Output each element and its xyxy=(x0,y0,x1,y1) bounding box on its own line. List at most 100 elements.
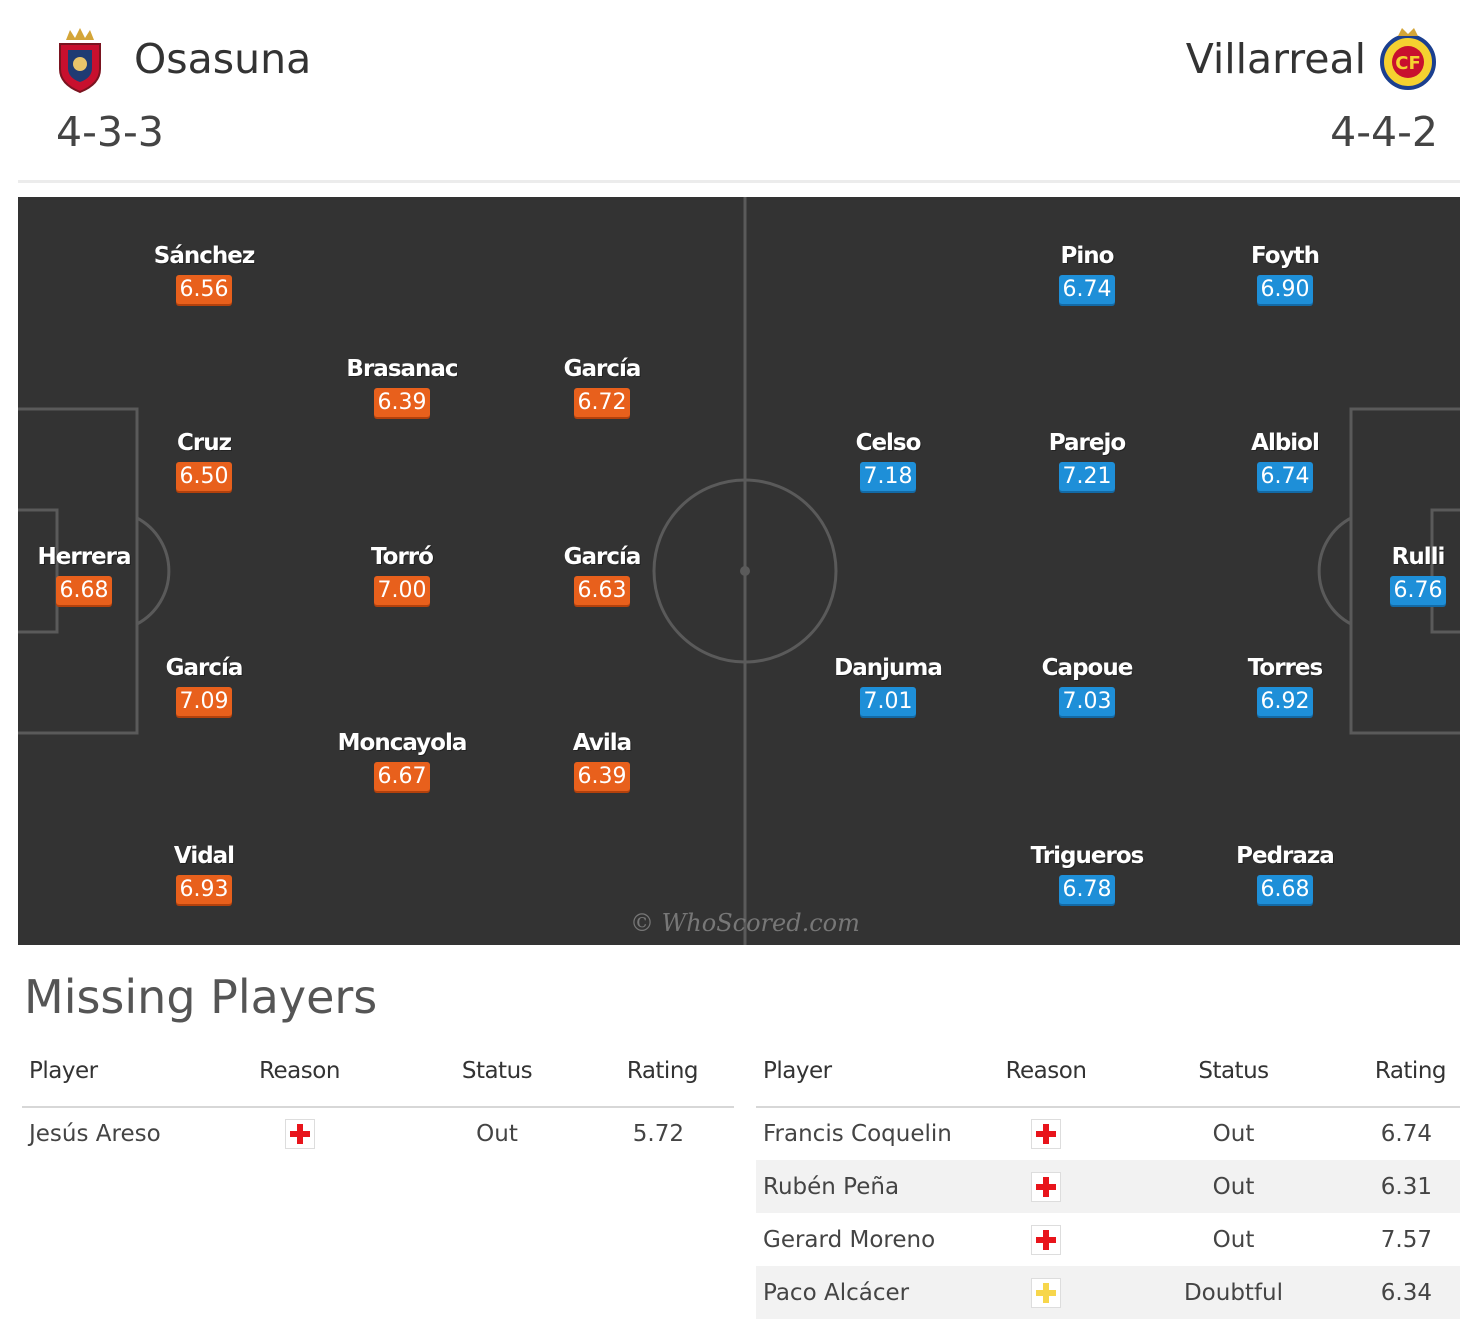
player-name: Rulli xyxy=(1391,544,1446,570)
home-missing-table: Player Reason Status Rating Jesús Areso … xyxy=(22,1035,734,1160)
home-player-garcia-1[interactable]: García 6.72 xyxy=(522,356,682,417)
missing-player-rating: 6.34 xyxy=(1331,1266,1460,1319)
away-player-celso[interactable]: Celso 7.18 xyxy=(808,430,968,491)
table-row: Paco Alcácer Doubtful 6.34 xyxy=(756,1266,1460,1319)
missing-player-status: Out xyxy=(1136,1160,1331,1213)
svg-text:CF: CF xyxy=(1395,53,1421,74)
player-name: Herrera xyxy=(37,544,132,570)
injury-icon xyxy=(284,1119,315,1149)
player-name: Moncayola xyxy=(337,730,468,756)
player-name: Torró xyxy=(371,544,434,570)
missing-player-status: Out xyxy=(1212,1226,1255,1253)
home-player-vidal[interactable]: Vidal 6.93 xyxy=(124,843,284,904)
osasuna-crest-icon[interactable] xyxy=(50,24,110,94)
away-player-torres[interactable]: Torres 6.92 xyxy=(1205,655,1365,716)
injury-icon xyxy=(1031,1119,1061,1149)
away-player-pino[interactable]: Pino 6.74 xyxy=(1007,243,1167,304)
player-name: Trigueros xyxy=(1030,843,1145,869)
player-name: Capoue xyxy=(1041,655,1134,681)
player-rating: 7.09 xyxy=(175,687,233,716)
missing-player-rating: 7.57 xyxy=(1380,1226,1432,1253)
header-status[interactable]: Status xyxy=(1136,1035,1331,1108)
home-player-herrera[interactable]: Herrera 6.68 xyxy=(18,544,164,605)
header-player[interactable]: Player xyxy=(756,1035,956,1108)
doubtful-icon xyxy=(1031,1277,1061,1308)
away-player-rulli[interactable]: Rulli 6.76 xyxy=(1338,544,1460,605)
player-name: Cruz xyxy=(177,430,232,456)
home-player-moncayola[interactable]: Moncayola 6.67 xyxy=(322,730,482,791)
away-player-capoue[interactable]: Capoue 7.03 xyxy=(1007,655,1167,716)
missing-player-name[interactable]: Francis Coquelin xyxy=(763,1121,952,1147)
missing-player-name[interactable]: Paco Alcácer xyxy=(756,1266,956,1319)
player-rating: 7.21 xyxy=(1058,462,1116,491)
player-name: Pedraza xyxy=(1236,843,1335,869)
away-team: Villarreal CF 4-4-2 xyxy=(1186,24,1438,156)
missing-player-name[interactable]: Gerard Moreno xyxy=(763,1226,936,1253)
table-row: Francis Coquelin Out 6.74 xyxy=(756,1107,1460,1160)
home-player-avila[interactable]: Avila 6.39 xyxy=(522,730,682,791)
player-rating: 6.68 xyxy=(55,576,113,605)
player-name: Torres xyxy=(1247,655,1323,681)
home-player-sanchez[interactable]: Sánchez 6.56 xyxy=(124,243,284,304)
player-name: Sánchez xyxy=(153,243,255,269)
away-player-pedraza[interactable]: Pedraza 6.68 xyxy=(1205,843,1365,904)
missing-player-name[interactable]: Rubén Peña xyxy=(756,1160,956,1213)
away-missing-table: Player Reason Status Rating Francis Coqu… xyxy=(756,1035,1460,1319)
home-formation: 4-3-3 xyxy=(56,108,164,156)
player-name: Brasanac xyxy=(346,356,458,382)
player-name: Danjuma xyxy=(834,655,943,681)
home-team: Osasuna 4-3-3 xyxy=(50,24,311,156)
away-team-name[interactable]: Villarreal xyxy=(1185,35,1366,83)
missing-player-status: Doubtful xyxy=(1136,1266,1331,1319)
player-rating: 6.68 xyxy=(1256,875,1314,904)
player-rating: 6.74 xyxy=(1058,275,1116,304)
table-row: Gerard Moreno Out 7.57 xyxy=(756,1213,1460,1266)
away-player-parejo[interactable]: Parejo 7.21 xyxy=(1007,430,1167,491)
player-rating: 6.74 xyxy=(1256,462,1314,491)
missing-player-rating: 5.72 xyxy=(632,1121,684,1147)
header-reason[interactable]: Reason xyxy=(212,1035,387,1108)
player-rating: 6.39 xyxy=(573,762,631,791)
away-player-trigueros[interactable]: Trigueros 6.78 xyxy=(1007,843,1167,904)
villarreal-crest-icon[interactable]: CF xyxy=(1378,24,1438,94)
home-team-name[interactable]: Osasuna xyxy=(134,35,312,83)
injury-icon xyxy=(1031,1171,1061,1202)
missing-player-rating: 6.31 xyxy=(1331,1160,1460,1213)
player-name: Albiol xyxy=(1251,430,1320,456)
header-status[interactable]: Status xyxy=(387,1035,607,1108)
player-rating: 6.76 xyxy=(1389,576,1447,605)
player-rating: 6.72 xyxy=(573,388,631,417)
table-row: Rubén Peña Out 6.31 xyxy=(756,1160,1460,1213)
player-name: Foyth xyxy=(1251,243,1320,269)
header-rating[interactable]: Rating xyxy=(607,1035,734,1108)
missing-player-name[interactable]: Jesús Areso xyxy=(29,1121,161,1147)
player-rating: 6.39 xyxy=(373,388,431,417)
player-rating: 7.00 xyxy=(373,576,431,605)
player-name: Avila xyxy=(572,730,632,756)
away-player-albiol[interactable]: Albiol 6.74 xyxy=(1205,430,1365,491)
missing-player-rating: 6.74 xyxy=(1380,1121,1432,1147)
home-player-garcia-2[interactable]: García 6.63 xyxy=(522,544,682,605)
home-player-garcia-3[interactable]: García 7.09 xyxy=(124,655,284,716)
home-player-brasanac[interactable]: Brasanac 6.39 xyxy=(322,356,482,417)
match-header: Osasuna 4-3-3 Villarreal CF 4-4-2 xyxy=(18,0,1460,183)
player-rating: 6.56 xyxy=(175,275,233,304)
player-name: Parejo xyxy=(1048,430,1126,456)
player-name: Pino xyxy=(1060,243,1115,269)
player-rating: 6.63 xyxy=(573,576,631,605)
header-reason[interactable]: Reason xyxy=(956,1035,1136,1108)
player-rating: 6.67 xyxy=(373,762,431,791)
table-row: Jesús Areso Out 5.72 xyxy=(22,1107,734,1160)
header-player[interactable]: Player xyxy=(22,1035,212,1108)
player-name: Vidal xyxy=(173,843,235,869)
home-player-torro[interactable]: Torró 7.00 xyxy=(322,544,482,605)
away-player-danjuma[interactable]: Danjuma 7.01 xyxy=(808,655,968,716)
missing-player-status: Out xyxy=(476,1121,518,1147)
player-rating: 7.18 xyxy=(859,462,917,491)
player-rating: 6.90 xyxy=(1256,275,1314,304)
home-player-cruz[interactable]: Cruz 6.50 xyxy=(124,430,284,491)
header-rating[interactable]: Rating xyxy=(1331,1035,1460,1108)
missing-players-title: Missing Players xyxy=(24,970,378,1024)
player-name: García xyxy=(563,544,642,570)
away-player-foyth[interactable]: Foyth 6.90 xyxy=(1205,243,1365,304)
